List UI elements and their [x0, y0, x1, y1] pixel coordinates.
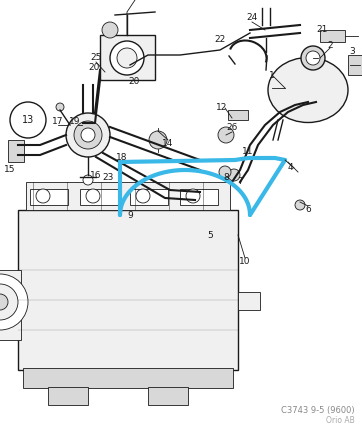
Bar: [238, 292, 260, 310]
Circle shape: [66, 113, 110, 157]
Circle shape: [110, 41, 144, 75]
Circle shape: [117, 48, 137, 68]
Circle shape: [136, 189, 150, 203]
Text: 15: 15: [4, 166, 16, 175]
Text: 20: 20: [128, 77, 140, 86]
Bar: [80, 189, 118, 205]
Text: 10: 10: [239, 258, 251, 267]
Text: 23: 23: [102, 173, 114, 182]
Circle shape: [0, 274, 28, 330]
Circle shape: [228, 169, 240, 181]
Text: 7: 7: [237, 178, 243, 187]
Bar: [180, 189, 218, 205]
Circle shape: [295, 200, 305, 210]
Text: 16: 16: [90, 171, 102, 179]
Text: 22: 22: [214, 36, 226, 44]
Text: 21: 21: [316, 25, 328, 34]
Text: 2: 2: [327, 40, 333, 49]
Bar: [148, 387, 188, 405]
Text: 4: 4: [287, 163, 293, 172]
Circle shape: [86, 189, 100, 203]
Bar: [228, 110, 248, 120]
Text: 24: 24: [247, 13, 258, 22]
Text: 3: 3: [349, 47, 355, 56]
Text: 5: 5: [207, 230, 213, 240]
Circle shape: [74, 121, 102, 149]
Circle shape: [36, 189, 50, 203]
Text: 26: 26: [226, 123, 238, 132]
Circle shape: [0, 294, 8, 310]
Text: 11: 11: [242, 147, 254, 157]
Circle shape: [218, 127, 234, 143]
Text: 14: 14: [162, 139, 174, 148]
Text: Orio AB: Orio AB: [326, 416, 355, 425]
Circle shape: [56, 103, 64, 111]
Circle shape: [81, 128, 95, 142]
Circle shape: [186, 189, 200, 203]
Circle shape: [149, 131, 167, 149]
Text: 1: 1: [269, 71, 275, 80]
Bar: [48, 387, 88, 405]
Circle shape: [301, 46, 325, 70]
Circle shape: [306, 51, 320, 65]
Text: 6: 6: [305, 206, 311, 215]
Bar: [23, 368, 233, 388]
Text: 12: 12: [216, 104, 228, 113]
Text: C3743 9-5 (9600): C3743 9-5 (9600): [281, 406, 355, 415]
Circle shape: [219, 166, 231, 178]
Bar: [130, 189, 168, 205]
Bar: [8, 140, 24, 162]
Text: 25: 25: [90, 53, 102, 62]
Bar: [320, 30, 345, 42]
Bar: [100, 35, 155, 80]
Text: 13: 13: [22, 115, 34, 125]
Text: 8: 8: [223, 173, 229, 182]
Text: 9: 9: [127, 211, 133, 219]
Text: 20: 20: [88, 64, 100, 73]
Bar: [348, 55, 362, 75]
Text: 19: 19: [69, 117, 81, 126]
Ellipse shape: [268, 58, 348, 123]
Bar: [26, 182, 230, 210]
Bar: [18, 210, 238, 370]
Circle shape: [0, 284, 18, 320]
Text: 18: 18: [116, 154, 128, 163]
Circle shape: [102, 22, 118, 38]
Bar: [0, 270, 21, 340]
Bar: [30, 189, 68, 205]
Text: 17: 17: [52, 117, 64, 126]
Circle shape: [10, 102, 46, 138]
Circle shape: [83, 175, 93, 185]
